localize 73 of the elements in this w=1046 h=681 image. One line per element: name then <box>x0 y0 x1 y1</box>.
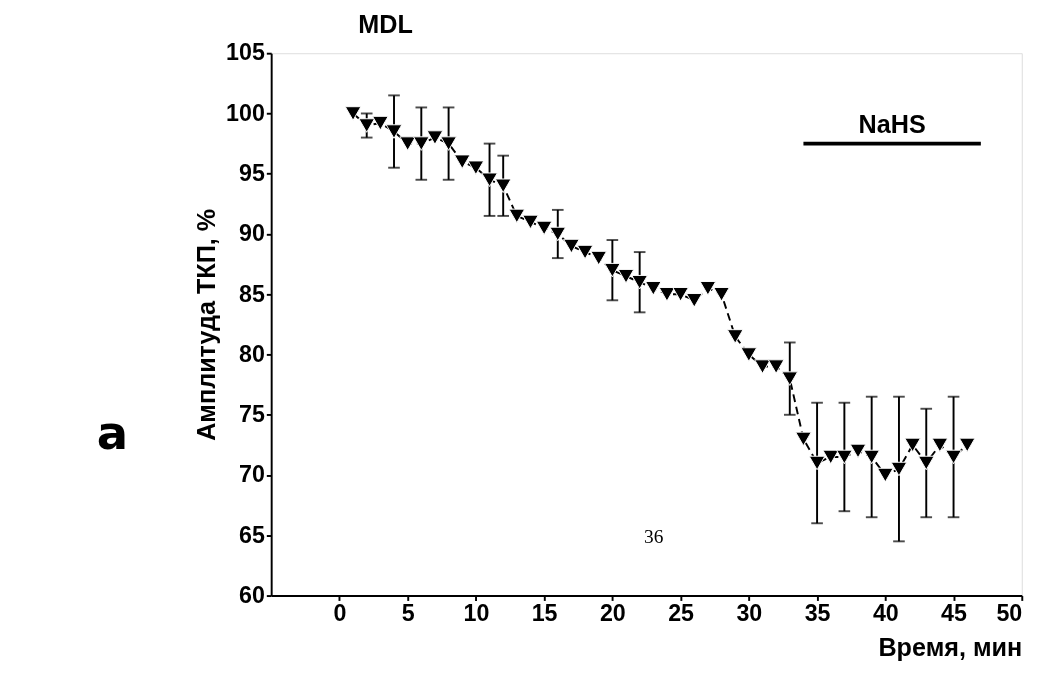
y-axis-title: Амплитуда ТКП, % <box>192 208 221 441</box>
point <box>849 443 867 459</box>
point <box>590 250 608 266</box>
point <box>699 280 717 296</box>
x-tick-label: 30 <box>736 600 763 627</box>
x-tick-label: 25 <box>668 600 695 627</box>
point <box>917 455 935 471</box>
point <box>549 226 567 242</box>
point <box>440 136 457 151</box>
point <box>767 359 785 374</box>
point <box>781 371 799 386</box>
point <box>931 437 949 453</box>
point <box>863 449 880 465</box>
point <box>467 160 485 175</box>
point <box>426 130 444 145</box>
x-tick-label: 20 <box>599 600 626 627</box>
x-tick-label: 40 <box>872 600 899 627</box>
point <box>958 437 976 453</box>
y-tick-label: 100 <box>226 99 265 126</box>
point <box>481 172 498 188</box>
x-axis-title: Время, мин <box>878 633 1023 662</box>
point <box>535 220 553 236</box>
point <box>563 238 580 254</box>
point <box>344 106 362 121</box>
y-tick-label: 105 <box>226 39 265 66</box>
point <box>672 287 689 302</box>
y-tick-label: 85 <box>239 280 265 307</box>
point <box>726 329 744 344</box>
point <box>945 449 962 465</box>
annotation: 36 <box>644 526 664 548</box>
x-tick-label: 0 <box>333 600 347 627</box>
point <box>399 136 416 151</box>
y-tick-label: 80 <box>239 340 265 367</box>
y-tick-label: 60 <box>239 581 265 608</box>
y-tick-label: 75 <box>239 401 265 428</box>
point <box>372 115 389 131</box>
x-tick-label: 50 <box>996 600 1023 627</box>
point <box>904 437 921 453</box>
point <box>631 274 648 290</box>
x-tick-label: 35 <box>804 600 831 627</box>
point <box>890 461 908 477</box>
y-tick-label: 70 <box>239 461 265 488</box>
point <box>822 449 840 465</box>
point <box>385 124 403 139</box>
point <box>836 449 853 465</box>
point <box>658 287 676 302</box>
point <box>713 287 730 302</box>
point <box>617 268 635 284</box>
point <box>604 262 621 278</box>
point <box>808 455 826 471</box>
y-tick-label: 90 <box>239 220 265 247</box>
point <box>508 208 526 224</box>
point <box>740 347 758 362</box>
x-tick-label: 5 <box>401 600 415 627</box>
point <box>576 244 594 260</box>
point <box>754 359 771 374</box>
y-tick-label: 95 <box>239 160 265 186</box>
x-tick-label: 15 <box>531 600 558 627</box>
point <box>645 280 662 296</box>
point <box>494 178 512 194</box>
point <box>413 136 430 151</box>
point <box>877 467 894 483</box>
point <box>685 293 703 308</box>
chart-title: MDL <box>358 9 413 38</box>
point <box>795 431 812 447</box>
point <box>522 214 539 230</box>
y-tick-label: 65 <box>239 521 265 548</box>
text: a <box>96 406 129 461</box>
point <box>453 154 471 169</box>
x-tick-label: 10 <box>463 600 490 627</box>
point <box>358 118 376 133</box>
series-label: NaHS <box>858 109 926 138</box>
x-tick-label: 45 <box>941 600 968 627</box>
